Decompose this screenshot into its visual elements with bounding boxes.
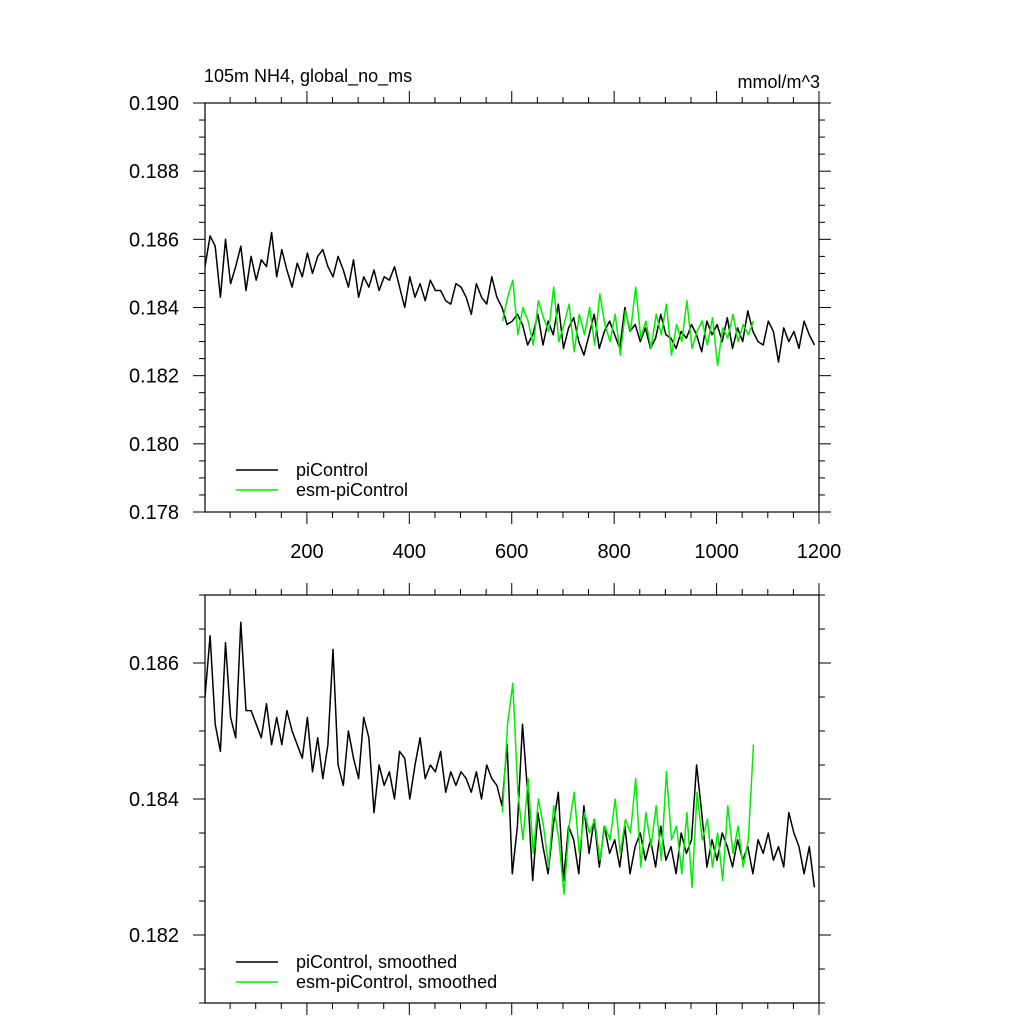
bottom-plot-area: 0.182 0.184 0.186 piControl, smoothedesm-pi… bbox=[129, 583, 831, 1015]
plot-frame bbox=[204, 594, 820, 1004]
x-tick-label: 1000 bbox=[694, 541, 739, 563]
y-tick-label: 0.190 bbox=[129, 93, 179, 115]
x-tick-label: 200 bbox=[290, 541, 323, 563]
y-tick-label: 0.188 bbox=[129, 161, 179, 183]
top-chart-title: 105m NH4, global_no_ms bbox=[204, 66, 412, 87]
legend-label: piControl, smoothed bbox=[296, 952, 457, 972]
y-tick-label: 0.182 bbox=[129, 366, 179, 388]
y-tick-label: 0.184 bbox=[129, 789, 179, 811]
plot-frame bbox=[204, 102, 820, 513]
legend-label: piControl bbox=[296, 460, 368, 480]
x-tick-label: 400 bbox=[393, 541, 426, 563]
x-tick-label: 1200 bbox=[797, 541, 842, 563]
top-panel: 105m NH4, global_no_ms mmol/m^3 0.1780.1… bbox=[129, 66, 841, 563]
y-tick-label: 0.186 bbox=[129, 653, 179, 675]
series-line-picontrol bbox=[205, 231, 816, 363]
top-plot-area: 0.178 0.180 0.182 0.184 0.186 0.188 0.190 200 40… bbox=[129, 91, 841, 563]
legend-label: esm-piControl, smoothed bbox=[296, 972, 497, 992]
bottom-panel: 0.182 0.184 0.186 piControl, smoothedesm-pi… bbox=[129, 583, 831, 1015]
series-line-picontrol bbox=[205, 621, 816, 888]
y-tick-label: 0.180 bbox=[129, 434, 179, 456]
y-tick-label: 0.184 bbox=[129, 298, 179, 320]
series-line-esm-picontrol bbox=[501, 682, 755, 895]
y-tick-label: 0.182 bbox=[129, 925, 179, 947]
y-tick-label: 0.186 bbox=[129, 229, 179, 251]
series-line-esm-picontrol bbox=[501, 279, 755, 367]
x-tick-label: 600 bbox=[495, 541, 528, 563]
y-tick-label: 0.178 bbox=[129, 502, 179, 524]
top-chart-units: mmol/m^3 bbox=[738, 72, 820, 92]
x-tick-label: 800 bbox=[597, 541, 630, 563]
legend-label: esm-piControl bbox=[296, 480, 408, 500]
